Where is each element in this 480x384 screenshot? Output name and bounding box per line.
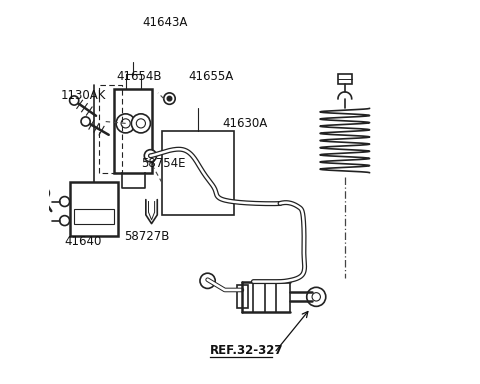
- Circle shape: [121, 119, 130, 128]
- Text: 41654B: 41654B: [116, 70, 162, 83]
- Circle shape: [60, 197, 70, 207]
- Text: 41643A: 41643A: [143, 16, 188, 29]
- Circle shape: [116, 114, 135, 133]
- Circle shape: [38, 187, 49, 199]
- Text: 58727B: 58727B: [124, 230, 169, 243]
- Text: 41630A: 41630A: [223, 117, 268, 130]
- Bar: [71, 182, 118, 236]
- Bar: [338, 74, 352, 84]
- Circle shape: [164, 93, 175, 104]
- Circle shape: [81, 117, 90, 126]
- Circle shape: [70, 96, 79, 105]
- Bar: [114, 89, 152, 173]
- Bar: [237, 285, 248, 308]
- Circle shape: [144, 150, 156, 162]
- Circle shape: [200, 273, 215, 288]
- Circle shape: [60, 216, 70, 225]
- Circle shape: [136, 119, 145, 128]
- Text: 41655A: 41655A: [189, 70, 234, 83]
- Text: REF.32-327: REF.32-327: [209, 344, 283, 357]
- Circle shape: [132, 114, 150, 133]
- Text: 1130AK: 1130AK: [61, 89, 106, 102]
- Circle shape: [167, 96, 172, 101]
- Bar: [74, 209, 114, 224]
- Circle shape: [307, 287, 326, 306]
- Circle shape: [312, 293, 321, 301]
- Bar: [162, 131, 234, 215]
- Text: 41640: 41640: [65, 235, 102, 248]
- Text: 58754E: 58754E: [141, 157, 185, 170]
